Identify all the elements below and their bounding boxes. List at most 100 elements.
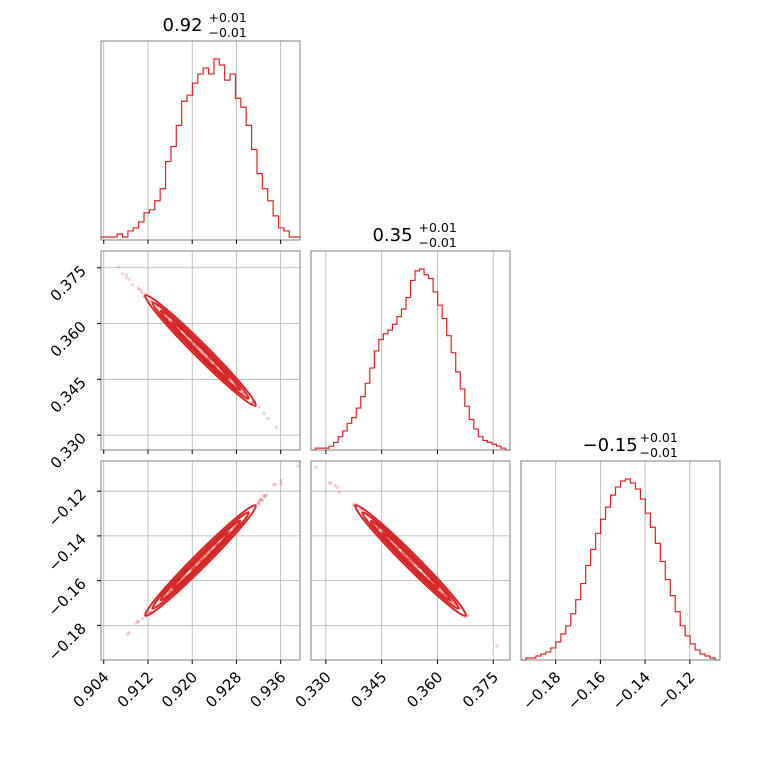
scatter-panel-0-2 bbox=[97, 459, 302, 664]
panel-title-plus: +0.01 bbox=[419, 220, 457, 235]
sample-point bbox=[333, 483, 337, 487]
sample-point bbox=[274, 425, 279, 429]
panel-frame bbox=[100, 40, 301, 241]
contour-line bbox=[144, 294, 257, 407]
sample-point bbox=[134, 621, 138, 625]
sample-point bbox=[140, 291, 144, 295]
panel-frame bbox=[100, 250, 301, 451]
panel-frame bbox=[310, 460, 511, 661]
scatter-panel-1-2 bbox=[310, 460, 511, 664]
sample-point bbox=[198, 559, 202, 563]
sample-point bbox=[124, 273, 129, 277]
hist-panel-0: 0.92 +0.01−0.01 bbox=[100, 10, 301, 244]
sample-point bbox=[125, 632, 130, 637]
sample-point bbox=[257, 500, 261, 504]
sample-point bbox=[241, 390, 245, 395]
sample-point bbox=[137, 287, 141, 291]
sample-point bbox=[408, 558, 412, 562]
y-tick-label: −0.12 bbox=[45, 485, 90, 530]
y-tick-label: 0.375 bbox=[47, 262, 90, 305]
sample-point bbox=[272, 482, 276, 487]
sample-point bbox=[279, 482, 283, 486]
panel-title-plus: +0.01 bbox=[209, 10, 247, 25]
y-tick-label: −0.18 bbox=[45, 619, 90, 664]
sample-point bbox=[466, 613, 470, 617]
sample-point bbox=[266, 416, 270, 421]
sample-point bbox=[136, 620, 140, 624]
sample-point bbox=[136, 286, 140, 290]
sample-point bbox=[141, 617, 145, 621]
contour-line bbox=[171, 321, 230, 380]
sample-point bbox=[260, 498, 265, 503]
x-tick-label: 0.920 bbox=[158, 668, 201, 711]
x-tick-label: 0.330 bbox=[292, 668, 335, 711]
x-tick-label: −0.12 bbox=[653, 668, 698, 713]
sample-point bbox=[256, 501, 260, 505]
sample-point bbox=[257, 502, 261, 506]
sample-point bbox=[130, 283, 135, 287]
sample-point bbox=[273, 482, 277, 487]
panel-title-value: −0.15 bbox=[583, 435, 638, 456]
sample-point bbox=[495, 644, 499, 648]
contour-line bbox=[151, 301, 250, 400]
sample-point bbox=[148, 299, 152, 303]
contour-line bbox=[151, 511, 250, 610]
hist-panel-1: 0.35 +0.01−0.01 bbox=[310, 220, 511, 454]
y-tick-label: 0.330 bbox=[47, 429, 90, 472]
sample-point bbox=[279, 479, 283, 483]
sample-point bbox=[139, 288, 143, 292]
sample-point bbox=[263, 494, 267, 498]
contour-line bbox=[381, 531, 440, 590]
sample-point bbox=[262, 411, 266, 415]
panel-title-minus: −0.01 bbox=[419, 235, 457, 250]
sample-point bbox=[450, 600, 455, 604]
contour-line bbox=[354, 504, 467, 617]
sample-point bbox=[337, 490, 341, 494]
sample-point bbox=[258, 498, 262, 502]
x-tick-label: 0.912 bbox=[114, 668, 157, 711]
contour-line bbox=[171, 531, 230, 590]
sample-point bbox=[125, 275, 129, 280]
scatter-panel-0-1 bbox=[97, 250, 301, 454]
sample-point bbox=[335, 485, 339, 489]
sample-point bbox=[241, 391, 245, 395]
panel-frame bbox=[520, 460, 721, 661]
contour-line bbox=[369, 519, 452, 602]
sample-point bbox=[260, 497, 264, 502]
sample-point bbox=[451, 601, 456, 606]
contour-line bbox=[159, 309, 242, 392]
sample-point bbox=[127, 277, 131, 281]
panel-title-minus: −0.01 bbox=[209, 25, 247, 40]
histogram-series bbox=[100, 58, 301, 240]
x-tick-label: 0.928 bbox=[202, 668, 245, 711]
x-tick-label: 0.375 bbox=[459, 668, 502, 711]
sample-point bbox=[121, 272, 125, 276]
sample-point bbox=[250, 401, 255, 405]
panel-title-minus: −0.01 bbox=[640, 445, 678, 460]
contour-line bbox=[144, 504, 257, 617]
x-tick-label: −0.18 bbox=[519, 668, 564, 713]
sample-point bbox=[147, 610, 151, 614]
sample-point bbox=[314, 465, 318, 469]
sample-point bbox=[329, 481, 333, 485]
sample-point bbox=[263, 495, 267, 499]
sample-point bbox=[262, 494, 266, 498]
histogram-series bbox=[521, 478, 720, 661]
sample-point bbox=[136, 619, 140, 623]
sample-point bbox=[168, 589, 172, 593]
sample-point bbox=[193, 564, 197, 568]
y-tick-label: 0.360 bbox=[47, 318, 90, 361]
x-tick-label: 0.360 bbox=[403, 668, 446, 711]
panel-frame bbox=[100, 460, 301, 661]
contour-line bbox=[361, 511, 460, 610]
sample-point bbox=[127, 631, 131, 635]
sample-point bbox=[116, 265, 120, 269]
y-tick-label: −0.16 bbox=[45, 575, 90, 620]
x-tick-label: 0.936 bbox=[246, 668, 289, 711]
x-tick-label: 0.345 bbox=[347, 668, 390, 711]
panel-title-plus: +0.01 bbox=[640, 430, 678, 445]
sample-point bbox=[258, 497, 262, 501]
sample-point bbox=[265, 493, 269, 497]
x-tick-label: −0.14 bbox=[609, 668, 654, 713]
